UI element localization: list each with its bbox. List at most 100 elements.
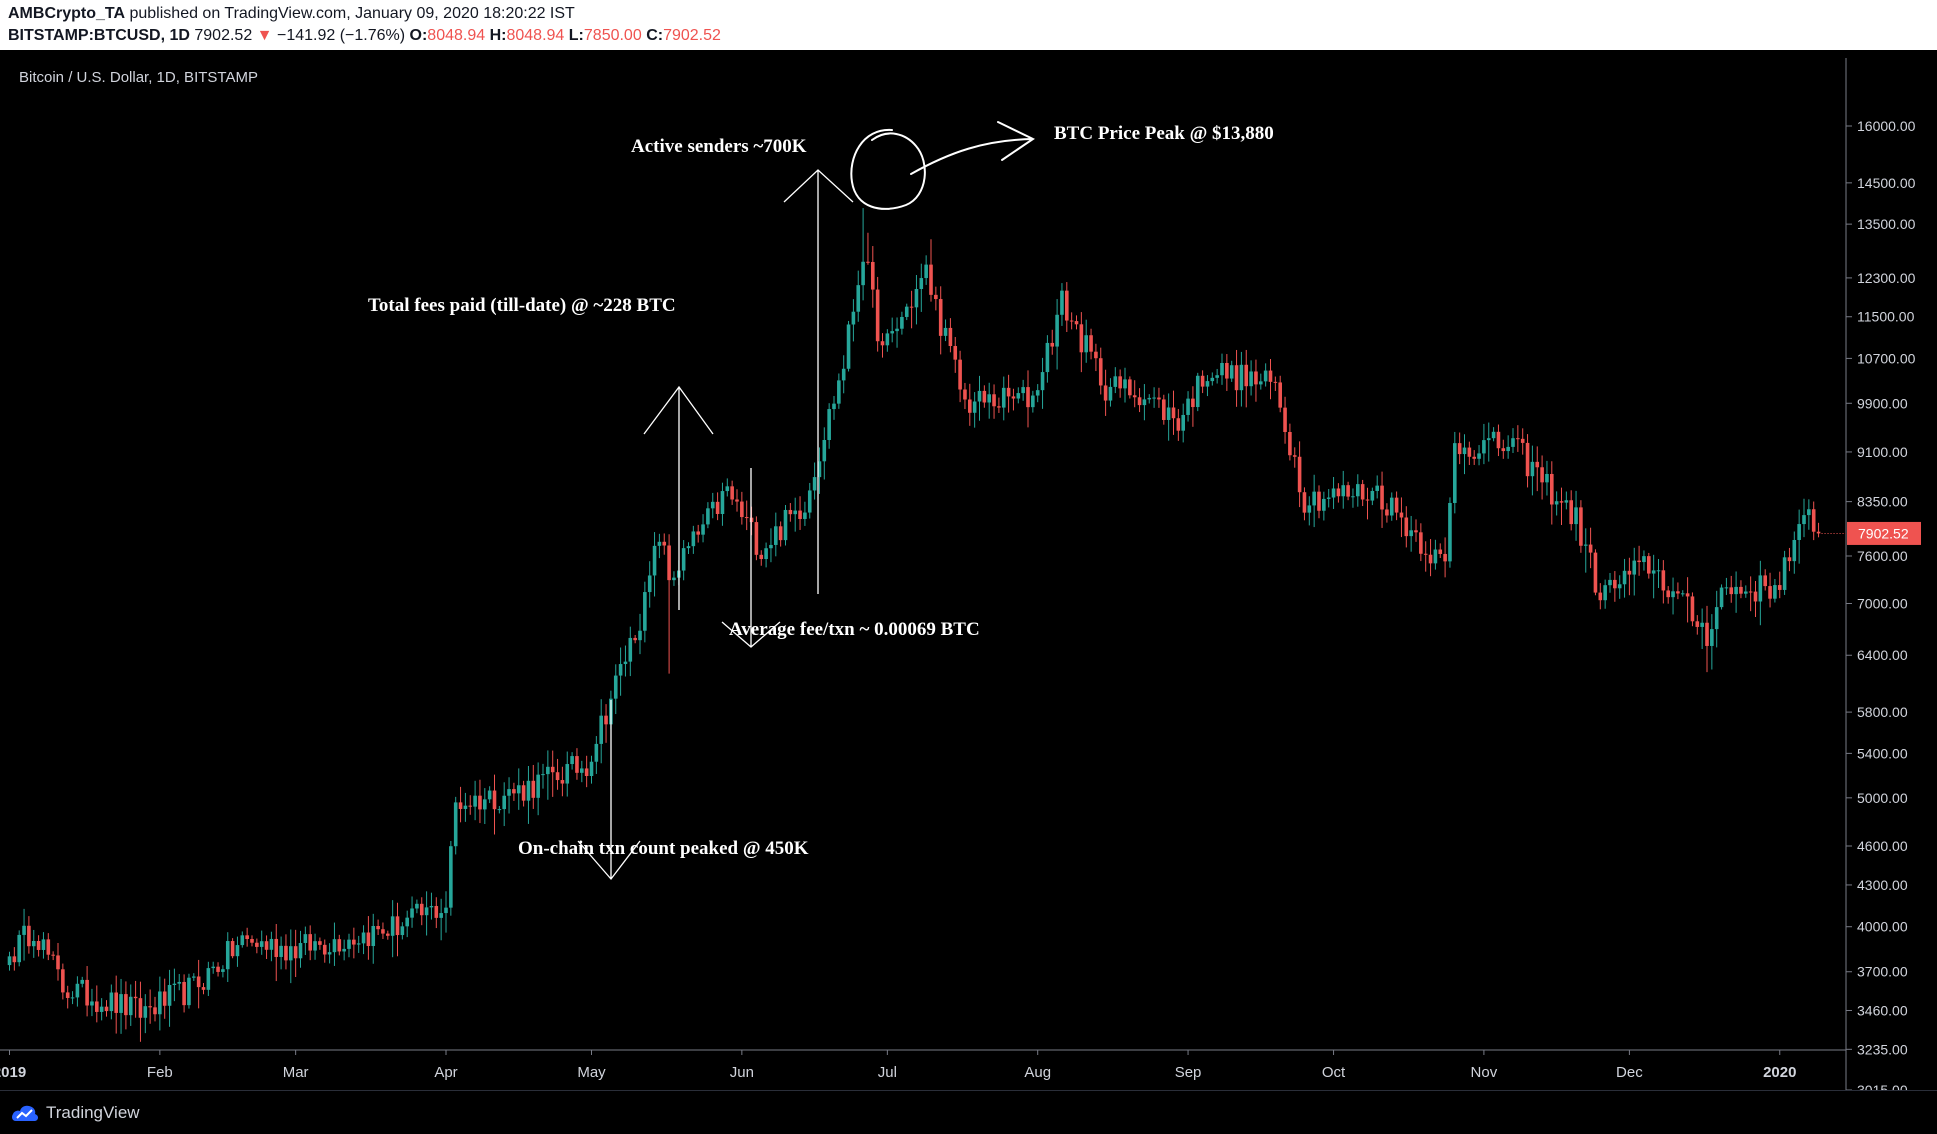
candle-body <box>1103 385 1108 401</box>
candle-body <box>376 925 380 930</box>
candle-body <box>1622 570 1627 585</box>
candle-body <box>230 941 235 957</box>
y-tick-label: 16000.00 <box>1857 118 1916 134</box>
candle-body <box>458 802 463 809</box>
y-tick-label: 14500.00 <box>1857 175 1916 191</box>
candle-body <box>827 409 831 440</box>
candle-body <box>1685 593 1690 597</box>
candle-body <box>1312 491 1316 506</box>
candle-body <box>492 790 497 810</box>
candle-body <box>1627 570 1632 575</box>
candle-body <box>1171 407 1176 419</box>
candle-body <box>497 809 502 811</box>
candle-body <box>1297 456 1302 493</box>
candle-body <box>691 531 696 547</box>
candle-body <box>841 368 846 381</box>
candle-body <box>386 933 390 936</box>
candle-body <box>1142 399 1147 406</box>
candle-body <box>846 324 851 369</box>
candle-body <box>1811 509 1816 532</box>
candle-body <box>817 461 822 478</box>
candle-body <box>1748 591 1753 593</box>
candle-body <box>264 941 269 950</box>
candle-body <box>1530 461 1535 477</box>
candle-body <box>1564 500 1569 503</box>
candle-body <box>720 491 725 514</box>
candle-body <box>478 795 482 810</box>
y-tick-label: 6400.00 <box>1857 647 1908 663</box>
candle-body <box>1147 397 1152 400</box>
candle-body <box>696 531 700 535</box>
candle-body <box>483 799 487 810</box>
candle-body <box>914 289 919 308</box>
candle-body <box>740 501 744 518</box>
annotation-txn-count: On-chain txn count peaked @ 450K <box>518 838 809 859</box>
candle-body <box>1719 587 1724 608</box>
candle-body <box>1365 499 1370 501</box>
candle-body <box>1244 364 1249 387</box>
candle-body <box>584 768 589 777</box>
candle-body <box>1259 381 1263 385</box>
candle-body <box>201 987 206 990</box>
low-label: L: <box>568 27 584 44</box>
author-name[interactable]: AMBCrypto_TA <box>8 5 126 22</box>
price-change: −141.92 (−1.76%) <box>276 27 406 44</box>
candle-body <box>1661 570 1666 591</box>
y-tick-label: 12300.00 <box>1857 270 1916 286</box>
candle-body <box>555 772 560 781</box>
candle-body <box>1234 365 1239 391</box>
candle-body <box>1351 496 1355 498</box>
candle-body <box>754 522 759 555</box>
candle-body <box>589 761 594 777</box>
candle-body <box>531 780 536 798</box>
candle-body <box>187 977 191 1006</box>
candle-body <box>1108 386 1113 401</box>
candle-body <box>429 905 434 908</box>
candle-body <box>1307 505 1312 513</box>
candle-body <box>439 913 443 918</box>
tradingview-logo[interactable]: TradingView <box>10 1101 140 1125</box>
candle-body <box>1598 592 1603 601</box>
x-tick-label: Oct <box>1322 1064 1346 1081</box>
candle-body <box>158 991 162 1015</box>
candle-body <box>1399 512 1404 518</box>
candle-body <box>1132 395 1137 398</box>
candle-body <box>1729 587 1734 595</box>
candle-body <box>279 945 283 957</box>
chart-area[interactable]: Bitcoin / U.S. Dollar, 1D, BITSTAMP 1600… <box>0 50 1937 1098</box>
total-fees-arrow <box>643 385 714 610</box>
candle-body <box>1113 376 1118 387</box>
candle-body <box>1724 587 1729 589</box>
candle-body <box>1613 579 1617 589</box>
candle-body <box>924 264 928 279</box>
candle-body <box>1734 586 1738 595</box>
candle-body <box>225 941 230 970</box>
candle-body <box>468 805 473 807</box>
annotation-price-peak: BTC Price Peak @ $13,880 <box>1054 123 1274 144</box>
y-tick-label: 9900.00 <box>1857 395 1908 411</box>
candle-body <box>27 925 31 947</box>
candle-body <box>109 992 114 1012</box>
candle-body <box>1787 557 1792 562</box>
candle-body <box>1001 387 1006 408</box>
candle-body <box>1394 497 1399 513</box>
high-label: H: <box>489 27 507 44</box>
y-tick-label: 13500.00 <box>1857 216 1916 232</box>
candle-body <box>909 306 914 308</box>
price-chart[interactable]: Bitcoin / U.S. Dollar, 1D, BITSTAMP 1600… <box>0 50 1937 1098</box>
candle-body <box>1758 575 1763 602</box>
candle-body <box>1089 335 1093 352</box>
candle-body <box>1525 442 1530 477</box>
candle-body <box>604 715 608 725</box>
candle-body <box>356 943 361 945</box>
candle-body <box>866 261 870 263</box>
candle-body <box>1550 473 1554 505</box>
candle-body <box>1443 553 1447 562</box>
candle-body <box>371 925 376 947</box>
candle-body <box>85 979 89 1006</box>
candle-body <box>444 907 448 914</box>
x-axis[interactable]: 2019 Feb Mar Apr May Jun Jul Aug Sep Oct Nov Dec 202… <box>0 1050 1796 1081</box>
candle-body <box>308 934 312 951</box>
candle-body <box>1094 351 1098 359</box>
y-axis[interactable]: 16000.00 14500.00 13500.00 12300.00 11500.00… <box>1846 118 1916 1098</box>
